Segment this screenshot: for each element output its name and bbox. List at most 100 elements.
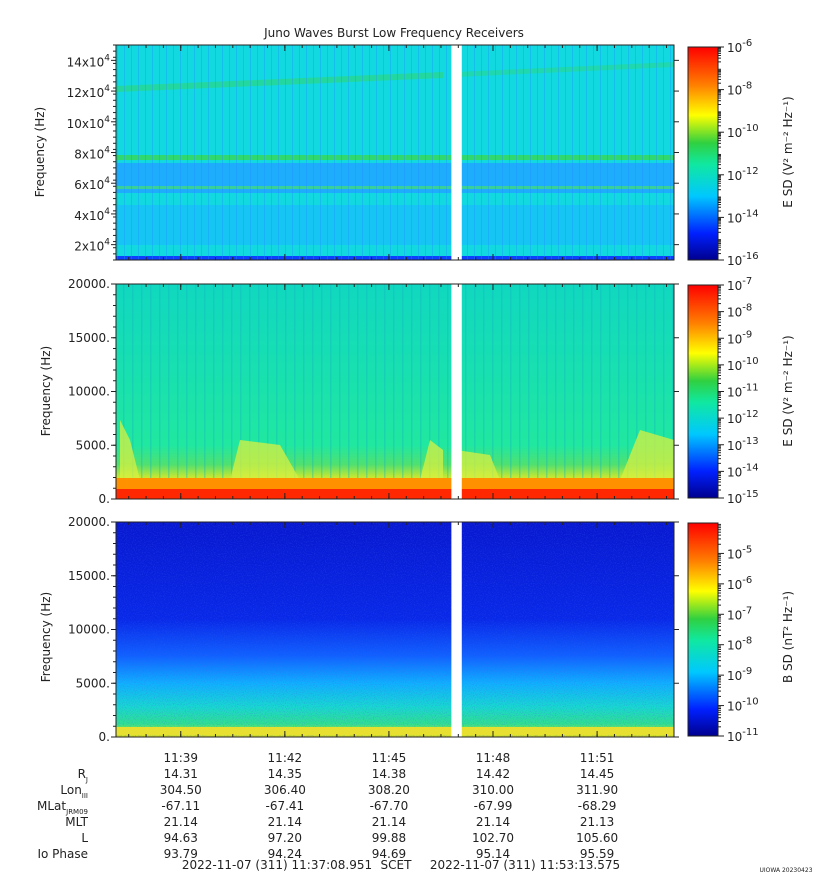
- y-tick-label: 4x104: [74, 207, 110, 223]
- ephemeris-value: 14.31: [164, 767, 198, 781]
- y-tick-label: 2x104: [74, 238, 110, 254]
- ephemeris-value: 21.14: [268, 815, 302, 829]
- panel-3-spectrogram: 0. 5000. 10000. 15000. 20000. Frequency (Hz)…: [39, 515, 795, 744]
- ephemeris-value: 14.45: [580, 767, 614, 781]
- panel-3-noise: [116, 522, 674, 737]
- panel-3-colorbar-label: B SD (nT² Hz⁻¹): [781, 591, 795, 683]
- ephemeris-value: 21.14: [476, 815, 510, 829]
- y-tick-label: 20000.: [68, 277, 110, 291]
- colorbar-tick-label: 10-8: [727, 303, 752, 320]
- ephemeris-value: -67.41: [266, 799, 305, 813]
- ephemeris-value: 95.59: [580, 847, 614, 861]
- panel-2-yellow-bursts: [120, 420, 443, 486]
- ephemeris-value: 304.50: [160, 783, 202, 797]
- y-tick-label: 10000.: [68, 385, 110, 399]
- ephemeris-value: 14.42: [476, 767, 510, 781]
- ephemeris-value: 306.40: [264, 783, 306, 797]
- ephemeris-value: 14.35: [268, 767, 302, 781]
- colorbar-tick-label: 10-12: [727, 409, 759, 426]
- panel-2-data-gap: [451, 284, 462, 499]
- ephemeris-value: 99.88: [372, 831, 406, 845]
- y-tick-label: 14x104: [67, 53, 111, 69]
- colorbar-tick-label: 10-13: [727, 436, 759, 453]
- footer-end-time: 2022-11-07 (311) 11:53:13.575: [430, 858, 620, 872]
- time-tick-label: 11:48: [476, 751, 511, 765]
- ephemeris-value: 97.20: [268, 831, 302, 845]
- footer-credit: UIOWA 20230423: [759, 867, 812, 874]
- ephemeris-value: 93.79: [164, 847, 198, 861]
- ephemeris-value: 105.60: [576, 831, 618, 845]
- colorbar-tick-label: 10-5: [727, 544, 752, 561]
- y-tick-label: 12x104: [67, 84, 111, 100]
- time-tick-label: 11:39: [163, 751, 198, 765]
- ephemeris-value: 102.70: [472, 831, 514, 845]
- panel-1-y-ticks: 2x104 4x104 6x104 8x104 10x104 12x104 14x104: [67, 44, 679, 261]
- y-tick-label: 0.: [99, 492, 110, 506]
- colorbar-tick-label: 10-8: [727, 81, 752, 98]
- ephemeris-value: 21.14: [164, 815, 198, 829]
- ephemeris-value: -67.11: [161, 799, 200, 813]
- panel-3-colorbar: [687, 522, 719, 737]
- figure-title: Juno Waves Burst Low Frequency Receivers: [263, 26, 524, 40]
- colorbar-tick-label: 10-12: [727, 166, 759, 183]
- colorbar-tick-label: 10-7: [727, 276, 752, 293]
- colorbar-tick-label: 10-9: [727, 329, 752, 346]
- colorbar-tick-label: 10-9: [727, 666, 752, 683]
- colorbar-tick-label: 10-10: [727, 123, 759, 140]
- panel-1-colorbar-ticks: 10-16 10-14 10-12 10-10 10-8 10-6: [718, 38, 759, 268]
- panel-3-y-label: Frequency (Hz): [39, 592, 53, 683]
- panel-2-colorbar-ticks: 10-15 10-14 10-13 10-12 10-11 10-10 10-9 10-8 10…: [718, 276, 759, 506]
- ephemeris-table: 11:39 11:42 11:45 11:48 11:51 RJ 14.31 14.35 14.…: [37, 751, 618, 861]
- panel-1-data-gap: [451, 45, 462, 260]
- y-tick-label: 10x104: [67, 115, 111, 131]
- time-tick-label: 11:51: [580, 751, 615, 765]
- ephemeris-value: 21.14: [372, 815, 406, 829]
- ephemeris-value: 21.13: [580, 815, 614, 829]
- ephemeris-row-label: RJ: [78, 767, 88, 784]
- colorbar-tick-label: 10-10: [727, 356, 759, 373]
- panel-3-y-ticks: 0. 5000. 10000. 15000. 20000.: [68, 515, 679, 744]
- panel-3-data-gap: [451, 522, 462, 737]
- ephemeris-value: 94.24: [268, 847, 302, 861]
- ephemeris-value: 308.20: [368, 783, 410, 797]
- panel-2-y-label: Frequency (Hz): [39, 346, 53, 437]
- panel-2-orange-band: [116, 478, 674, 490]
- colorbar-tick-label: 10-14: [727, 462, 759, 479]
- y-tick-label: 15000.: [68, 331, 110, 345]
- panel-2-y-ticks: 0. 5000. 10000. 15000. 20000.: [68, 277, 679, 506]
- time-tick-label: 11:45: [372, 751, 407, 765]
- ephemeris-value: -67.99: [474, 799, 513, 813]
- ephemeris-row-label: LonIII: [60, 783, 88, 800]
- colorbar-tick-label: 10-14: [727, 208, 759, 225]
- colorbar-tick-label: 10-6: [727, 38, 752, 55]
- y-tick-label: 15000.: [68, 569, 110, 583]
- y-tick-label: 8x104: [74, 146, 110, 162]
- panel-1-spectrogram: 2x104 4x104 6x104 8x104 10x104 12x104 14x104 F…: [33, 38, 795, 268]
- time-axis-ticks: [128, 45, 667, 737]
- colorbar-tick-label: 10-7: [727, 605, 752, 622]
- panel-2-spectrogram: 0. 5000. 10000. 15000. 20000. Frequency (Hz)…: [39, 276, 795, 506]
- ephemeris-value: -68.29: [578, 799, 617, 813]
- footer-scet: SCET: [381, 858, 413, 872]
- panel-2-texture: [116, 284, 674, 499]
- colorbar-tick-label: 10-15: [727, 489, 759, 506]
- ephemeris-value: 94.69: [372, 847, 406, 861]
- ephemeris-value: 311.90: [576, 783, 618, 797]
- colorbar-tick-label: 10-8: [727, 636, 752, 653]
- colorbar-tick-label: 10-6: [727, 575, 752, 592]
- ephemeris-value: 14.38: [372, 767, 406, 781]
- ephemeris-row-label: Io Phase: [37, 847, 88, 861]
- footer-start-time: 2022-11-07 (311) 11:37:08.951: [182, 858, 372, 872]
- ephemeris-value: -67.70: [370, 799, 409, 813]
- ephemeris-value: 310.00: [472, 783, 514, 797]
- y-tick-label: 0.: [99, 730, 110, 744]
- panel-2-colorbar: [687, 284, 719, 499]
- panel-1-colorbar: [687, 46, 719, 261]
- y-tick-label: 5000.: [76, 438, 110, 452]
- panel-3-bottom-band: [116, 727, 674, 735]
- y-tick-label: 5000.: [76, 676, 110, 690]
- panel-1-y-label: Frequency (Hz): [33, 107, 47, 198]
- ephemeris-value: 95.14: [476, 847, 510, 861]
- ephemeris-value: 94.63: [164, 831, 198, 845]
